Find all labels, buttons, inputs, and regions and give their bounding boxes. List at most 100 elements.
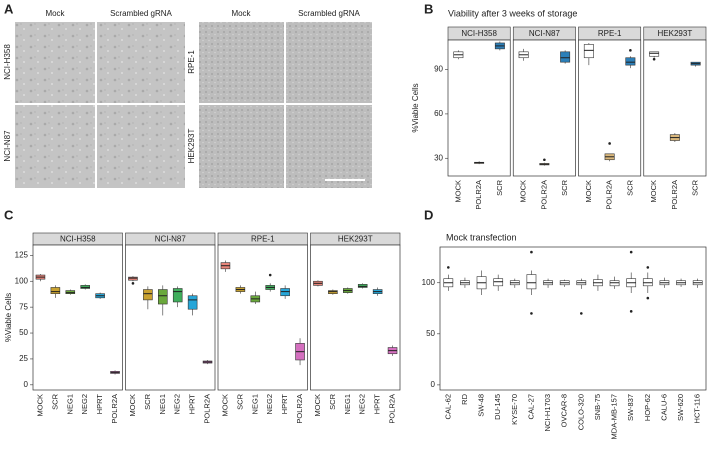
facet-label: NCI-H358 — [60, 235, 96, 244]
outlier — [629, 49, 632, 52]
x-tick-label: MOCK — [453, 180, 462, 203]
outlier — [268, 273, 272, 277]
box — [526, 274, 537, 290]
x-tick-label: MOCK — [649, 180, 658, 203]
column-label: Mock — [231, 9, 251, 18]
x-tick-label: MOCK — [220, 394, 229, 417]
x-tick-label: NEG2 — [173, 394, 182, 414]
x-tick-label: SCR — [560, 179, 569, 195]
x-tick-label: NEG2 — [265, 394, 274, 414]
column-label: Mock — [45, 9, 65, 18]
box — [158, 289, 168, 305]
chart-title: Mock transfection — [446, 232, 517, 242]
image — [199, 105, 284, 188]
x-tick-label: HPRT — [280, 394, 289, 415]
x-tick-label: SCR — [625, 179, 634, 195]
x-tick-label: COLO-320 — [576, 394, 585, 430]
column-label: Scrambled gRNA — [110, 9, 172, 18]
x-tick-label: MOCK — [519, 180, 528, 203]
x-tick-label: SW-620 — [676, 394, 685, 421]
x-tick-label: NEG2 — [80, 394, 89, 414]
x-tick-label: HPRT — [95, 394, 104, 415]
x-tick-label: NEG1 — [250, 394, 259, 414]
box — [357, 284, 368, 288]
box — [172, 288, 183, 303]
image — [286, 22, 372, 103]
box — [649, 51, 660, 57]
y-tick-label: 0 — [431, 380, 436, 389]
x-tick-label: SCR — [143, 393, 152, 409]
x-tick-label: RD — [460, 393, 469, 404]
panel-label: B — [424, 1, 433, 16]
plot-frame — [32, 244, 123, 391]
facet-label: NCI-N87 — [529, 29, 561, 38]
facet-label: NCI-H358 — [461, 29, 497, 38]
facet-label: HEK293T — [338, 235, 373, 244]
outlier — [629, 250, 633, 254]
x-tick-label: HPRT — [188, 394, 197, 415]
x-tick-label: POLR2A — [474, 180, 483, 210]
box — [280, 288, 290, 297]
facet-label: RPE-1 — [251, 235, 275, 244]
y-tick-label: 25 — [19, 354, 28, 363]
chart-title: Viability after 3 weeks of storage — [448, 8, 577, 18]
image — [15, 22, 95, 103]
x-tick-label: SCR — [235, 393, 244, 409]
y-tick-label: 50 — [426, 329, 435, 338]
outlier — [131, 282, 135, 285]
y-axis-label: %Viable Cells — [411, 83, 420, 132]
box — [80, 285, 90, 289]
x-tick-label: DU-145 — [493, 394, 502, 420]
box — [143, 289, 153, 301]
x-tick-label: SW-837 — [626, 394, 635, 421]
facet-label: NCI-N87 — [155, 235, 187, 244]
box — [583, 44, 594, 59]
plot-frame — [125, 244, 216, 391]
outlier — [646, 266, 650, 269]
x-tick-label: POLR2A — [539, 180, 548, 210]
outlier — [447, 266, 450, 269]
y-tick-label: 50 — [19, 328, 28, 337]
x-tick-label: NEG2 — [358, 394, 367, 414]
box — [609, 280, 620, 287]
plot-frame — [217, 244, 308, 391]
y-axis-label: %Viable Cells — [4, 293, 13, 342]
facet-label: HEK293T — [658, 29, 693, 38]
y-tick-label: 90 — [434, 65, 443, 74]
x-tick-label: SCR — [691, 179, 700, 195]
x-tick-label: HCT-116 — [693, 394, 702, 423]
x-tick-label: KYSE-70 — [510, 394, 519, 425]
x-tick-label: MOCK — [128, 394, 137, 417]
x-tick-label: POLR2A — [605, 180, 614, 210]
row-label: NCI-H358 — [3, 44, 12, 80]
box — [187, 295, 198, 310]
outlier — [530, 312, 533, 315]
x-tick-label: MOCK — [313, 394, 322, 417]
x-tick-label: POLR2A — [110, 394, 119, 424]
facet-label: RPE-1 — [598, 29, 622, 38]
row-label: RPE-1 — [187, 50, 196, 74]
y-tick-label: 0 — [24, 380, 29, 389]
box — [642, 278, 653, 287]
panel-label: C — [4, 207, 14, 222]
x-tick-label: MOCK — [584, 180, 593, 203]
y-tick-label: 60 — [434, 109, 443, 118]
outlier — [629, 310, 633, 313]
x-tick-label: POLR2A — [295, 394, 304, 424]
micrographs — [15, 22, 372, 188]
x-tick-label: SCR — [495, 179, 504, 195]
row-label: NCI-N87 — [3, 130, 12, 162]
x-tick-label: NEG1 — [65, 394, 74, 414]
y-tick-label: 30 — [434, 153, 443, 162]
box — [625, 57, 636, 66]
x-tick-label: SCR — [328, 393, 337, 409]
x-tick-label: POLR2A — [388, 394, 397, 424]
box — [65, 290, 76, 294]
image — [286, 105, 372, 188]
outlier — [543, 158, 546, 162]
box — [560, 51, 571, 63]
box — [328, 290, 338, 294]
x-tick-label: SNB-75 — [593, 394, 602, 420]
x-tick-label: NEG1 — [343, 394, 352, 414]
